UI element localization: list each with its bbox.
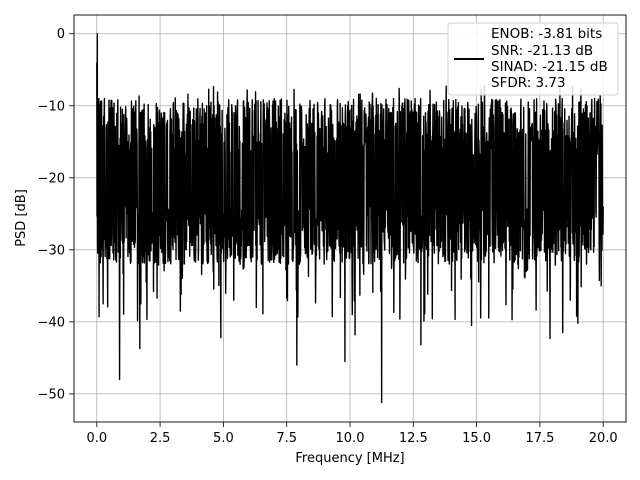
legend-sfdr: SFDR: 3.73 (491, 75, 566, 91)
x-tick-label: 7.5 (276, 431, 297, 446)
y-tick-label: −30 (38, 243, 65, 258)
x-tick-label: 15.0 (462, 431, 491, 446)
psd-trace (96, 33, 604, 404)
y-tick-label: 0 (57, 27, 65, 42)
x-axis-label: Frequency [MHz] (295, 451, 404, 466)
y-tick-label: −10 (38, 99, 65, 114)
y-tick-label: −20 (38, 171, 65, 186)
legend-box (447, 22, 619, 96)
legend-sinad: SINAD: -21.15 dB (491, 59, 608, 75)
x-tick-label: 10.0 (336, 431, 365, 446)
y-tick-label: −40 (38, 315, 65, 330)
x-tick-label: 5.0 (213, 431, 234, 446)
x-tick-label: 2.5 (150, 431, 171, 446)
legend: ENOB: -3.81 bits SNR: -21.13 dB SINAD: -… (447, 22, 619, 96)
y-axis-ticks: 0 −10 −20 −30 −40 −50 (38, 27, 74, 402)
legend-enob: ENOB: -3.81 bits (491, 26, 602, 42)
x-tick-label: 17.5 (525, 431, 554, 446)
x-tick-label: 20.0 (589, 431, 618, 446)
y-axis-label: PSD [dB] (14, 189, 29, 247)
x-axis-ticks: 0.0 2.5 5.0 7.5 10.0 12.5 15.0 17.5 20.0 (86, 422, 618, 446)
x-tick-label: 0.0 (86, 431, 107, 446)
y-tick-label: −50 (38, 387, 65, 402)
x-tick-label: 12.5 (399, 431, 428, 446)
psd-series (96, 33, 604, 404)
legend-snr: SNR: -21.13 dB (491, 43, 593, 59)
